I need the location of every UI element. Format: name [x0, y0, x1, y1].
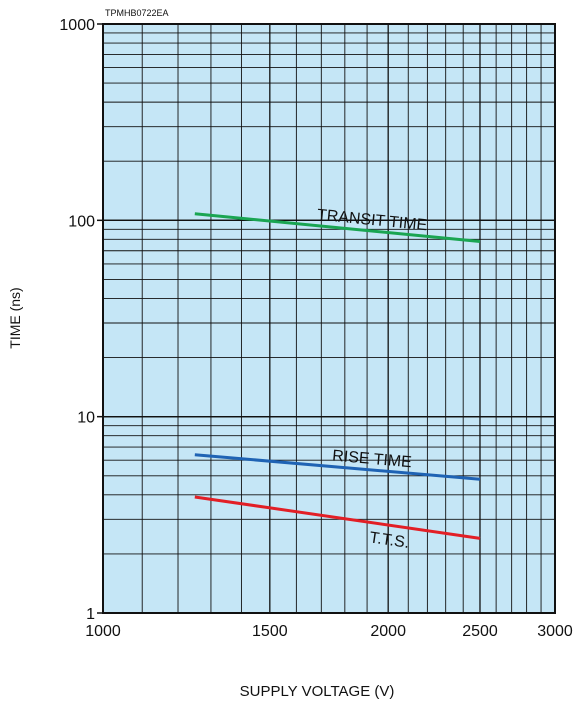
x-tick-label: 1000: [85, 623, 121, 640]
plot-background: [103, 24, 555, 613]
x-axis-title: SUPPLY VOLTAGE (V): [240, 683, 395, 700]
y-tick-label: 100: [68, 213, 95, 230]
x-tick-label: 1500: [252, 623, 288, 640]
x-tick-label: 3000: [537, 623, 573, 640]
series-line: [194, 495, 481, 540]
series-line: [194, 212, 481, 244]
series-label: RISE TIME: [332, 448, 413, 472]
x-tick-label: 2000: [370, 623, 406, 640]
series-lines: [194, 212, 481, 540]
y-axis-title: TIME (ns): [7, 287, 23, 348]
y-tick-label: 1000: [59, 17, 95, 34]
series-line: [194, 453, 481, 481]
y-tick-label: 1: [86, 606, 95, 623]
chart-code-label: TPMHB0722EA: [105, 8, 169, 18]
grid: [103, 24, 555, 613]
y-tick-label: 10: [77, 410, 95, 427]
series-label: T.T.S.: [368, 529, 410, 552]
x-tick-label: 2500: [462, 623, 498, 640]
tick-labels: 1 10 100 1000 1000 1500 2000 2500 3000: [59, 17, 572, 640]
plot-frame: [102, 23, 556, 614]
